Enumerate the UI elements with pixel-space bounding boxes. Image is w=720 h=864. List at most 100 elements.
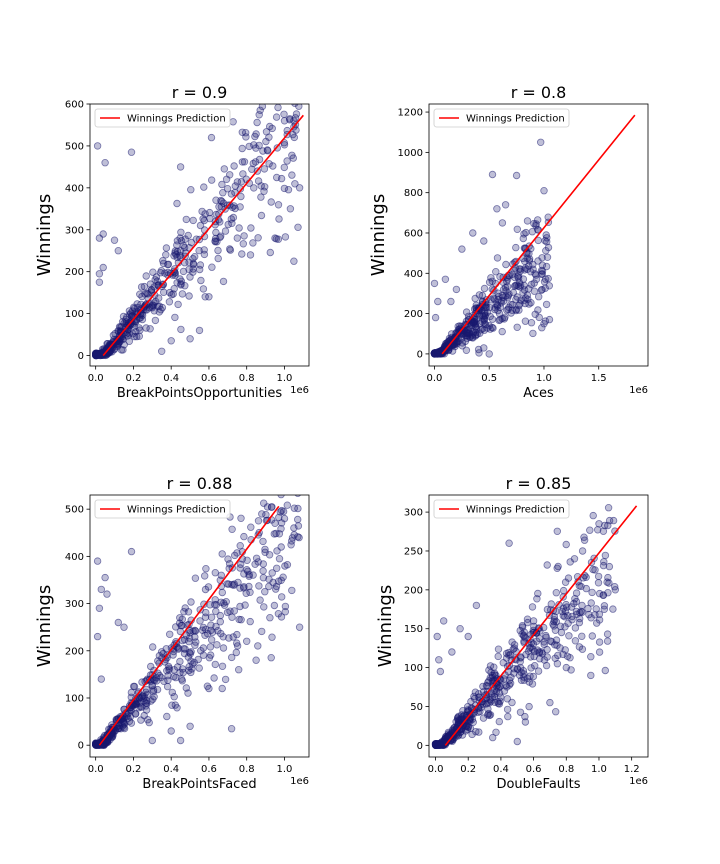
data-point (208, 263, 216, 271)
y-tick-label: 400 (65, 183, 84, 194)
data-point (272, 113, 281, 121)
data-point (494, 645, 503, 653)
data-point (572, 597, 581, 606)
data-point (236, 542, 244, 550)
data-point (281, 233, 290, 241)
data-point (289, 154, 297, 162)
data-point (260, 499, 268, 507)
data-point (533, 646, 542, 654)
data-point (502, 292, 510, 300)
data-point (164, 268, 172, 277)
data-point (221, 675, 230, 684)
data-point (480, 315, 488, 324)
x-tick-label: 0.0 (88, 373, 104, 384)
x-tick-label: 0.4 (493, 764, 509, 775)
data-point (565, 632, 573, 640)
data-point (540, 640, 548, 649)
data-point (251, 158, 260, 166)
data-point (570, 555, 579, 563)
data-point (212, 607, 220, 616)
data-point (528, 680, 537, 688)
data-point (233, 234, 241, 242)
data-point (130, 303, 138, 311)
y-tick-label: 600 (404, 228, 423, 239)
data-point (550, 617, 558, 626)
data-point (237, 192, 245, 201)
data-point (485, 350, 493, 358)
data-point (529, 329, 537, 338)
data-point (595, 648, 604, 656)
data-point (140, 697, 148, 705)
data-point (542, 661, 551, 670)
data-point (441, 275, 450, 283)
data-point (206, 651, 215, 659)
data-point (114, 246, 122, 255)
data-point (257, 211, 266, 220)
data-point (178, 615, 186, 623)
data-point (533, 595, 541, 603)
data-point (530, 628, 538, 636)
data-point (474, 690, 483, 698)
data-point (564, 574, 573, 582)
y-axis-label: Winnings (375, 585, 396, 667)
data-point (233, 549, 241, 557)
data-point (571, 624, 580, 632)
y-axis-label: Winnings (34, 585, 55, 667)
data-point (514, 665, 522, 673)
data-point (525, 300, 533, 308)
data-point (227, 190, 236, 198)
data-point (542, 262, 551, 271)
data-point (588, 588, 596, 597)
data-point (187, 185, 195, 194)
data-point (266, 122, 274, 131)
data-point (290, 257, 298, 265)
data-point (224, 220, 232, 229)
data-point (233, 178, 242, 186)
data-point (540, 320, 548, 328)
data-point (251, 560, 259, 568)
data-point (498, 219, 507, 227)
data-point (217, 196, 225, 205)
data-point (284, 185, 293, 194)
data-point (601, 666, 609, 675)
data-point (110, 236, 119, 244)
data-point (200, 572, 209, 580)
data-point (279, 69, 286, 76)
data-point (176, 234, 184, 242)
data-point (225, 245, 234, 253)
data-point (566, 654, 574, 662)
data-point (162, 251, 170, 259)
data-point (278, 483, 285, 490)
data-point (294, 522, 303, 530)
data-point (164, 671, 172, 680)
x-tick-label: 1.0 (277, 764, 293, 775)
data-point (190, 253, 199, 261)
data-point (594, 579, 603, 587)
x-tick-label: 1.2 (624, 764, 640, 775)
data-point (170, 666, 178, 674)
data-point (462, 331, 471, 340)
data-point (218, 588, 226, 597)
data-point (561, 646, 569, 654)
legend-box (433, 108, 570, 128)
data-point (97, 675, 105, 683)
data-point (190, 658, 198, 667)
data-point (191, 574, 200, 582)
chart-panel: r = 0.88 0.0 0.2 0.4 0.6 0.8 1.0 0 100 200 300 400 5… (34, 474, 310, 792)
data-point (505, 539, 513, 547)
data-point (277, 495, 285, 499)
data-point (538, 648, 546, 656)
data-point (283, 157, 291, 165)
data-point (281, 562, 289, 570)
data-point (165, 666, 173, 674)
data-point (189, 216, 197, 225)
data-point (125, 330, 133, 338)
data-point (163, 712, 171, 721)
data-point (266, 614, 274, 622)
data-point (512, 243, 520, 252)
data-point (259, 574, 268, 582)
data-point (178, 665, 187, 673)
data-point (595, 616, 604, 624)
data-point (152, 273, 161, 281)
data-point (157, 347, 166, 355)
